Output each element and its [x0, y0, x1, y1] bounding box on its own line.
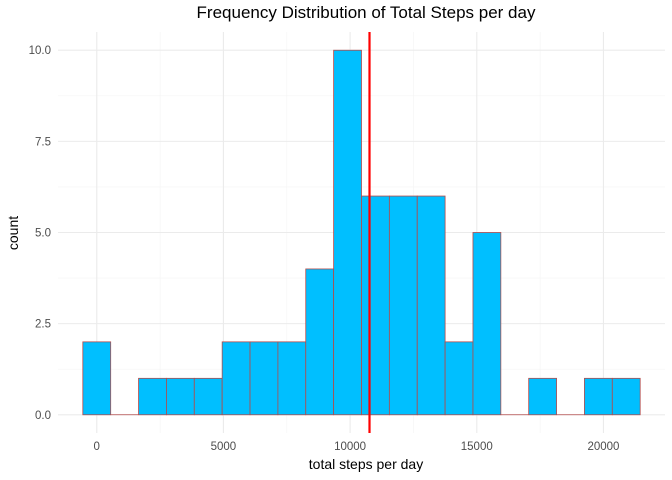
histogram-bar: [277, 341, 307, 416]
histogram-bar: [166, 377, 195, 416]
x-axis-title: total steps per day: [309, 456, 423, 472]
histogram-bar: [388, 195, 418, 416]
histogram-bar: [221, 341, 251, 416]
y-tick-label: 10.0: [29, 45, 51, 57]
histogram-bar: [193, 377, 223, 416]
histogram-bar: [333, 49, 362, 416]
histogram-bar: [444, 341, 474, 416]
y-tick-label: 5.0: [35, 228, 51, 240]
histogram-bars: [82, 49, 641, 416]
histogram-bar: [361, 195, 390, 416]
y-tick-label: 7.5: [35, 136, 51, 148]
histogram-bar: [472, 232, 502, 416]
tick-labels: 0 5000 10000 15000 20000 0.0 2.5 5.0 7.5 10.0: [29, 45, 620, 453]
histogram-bar: [82, 341, 112, 416]
histogram-bar: [416, 195, 446, 416]
histogram-bar: [249, 341, 279, 416]
histogram-bar: [611, 377, 641, 416]
x-tick-label: 0: [94, 441, 100, 453]
histogram-bar: [305, 268, 335, 416]
y-tick-label: 0.0: [35, 410, 51, 422]
y-axis-title: count: [5, 216, 21, 250]
histogram-bar: [138, 377, 167, 416]
x-tick-label: 10000: [334, 441, 366, 453]
y-tick-label: 2.5: [35, 319, 51, 331]
histogram-bar: [584, 377, 613, 416]
x-tick-label: 5000: [211, 441, 237, 453]
x-tick-label: 20000: [587, 441, 619, 453]
histogram-bar: [528, 377, 557, 416]
chart-title: Frequency Distribution of Total Steps pe…: [197, 3, 536, 22]
x-tick-label: 15000: [461, 441, 493, 453]
